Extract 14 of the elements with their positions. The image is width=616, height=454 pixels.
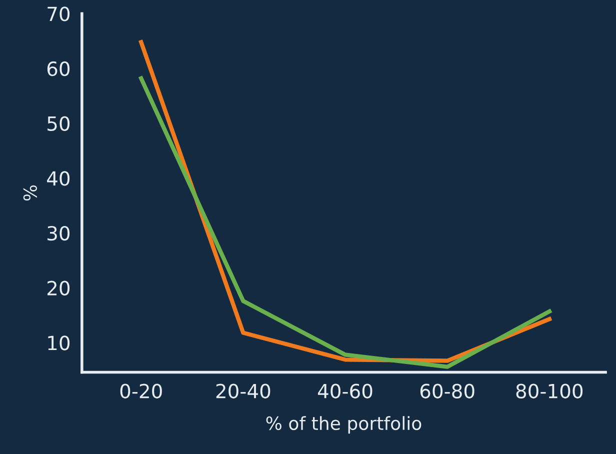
x-tick-label: 0-20: [120, 384, 162, 398]
y-tick-label: 40: [47, 171, 70, 186]
y-tick-label: 10: [48, 336, 70, 350]
y-tick-label: 20: [48, 280, 70, 296]
x-tick-label: 60-80: [420, 384, 474, 398]
x-tick-label: 20-40: [216, 384, 270, 398]
x-axis-title: % of the portfolio: [266, 416, 422, 434]
y-axis-title: %: [23, 185, 38, 201]
x-tick-label: 40-60: [318, 384, 372, 398]
x-tick-label: 80-100: [516, 384, 583, 398]
y-tick-label: 60: [47, 61, 70, 76]
y-tick-label: 50: [48, 116, 70, 131]
y-tick-label: 30: [48, 226, 70, 241]
y-tick-label: 70: [48, 6, 70, 22]
